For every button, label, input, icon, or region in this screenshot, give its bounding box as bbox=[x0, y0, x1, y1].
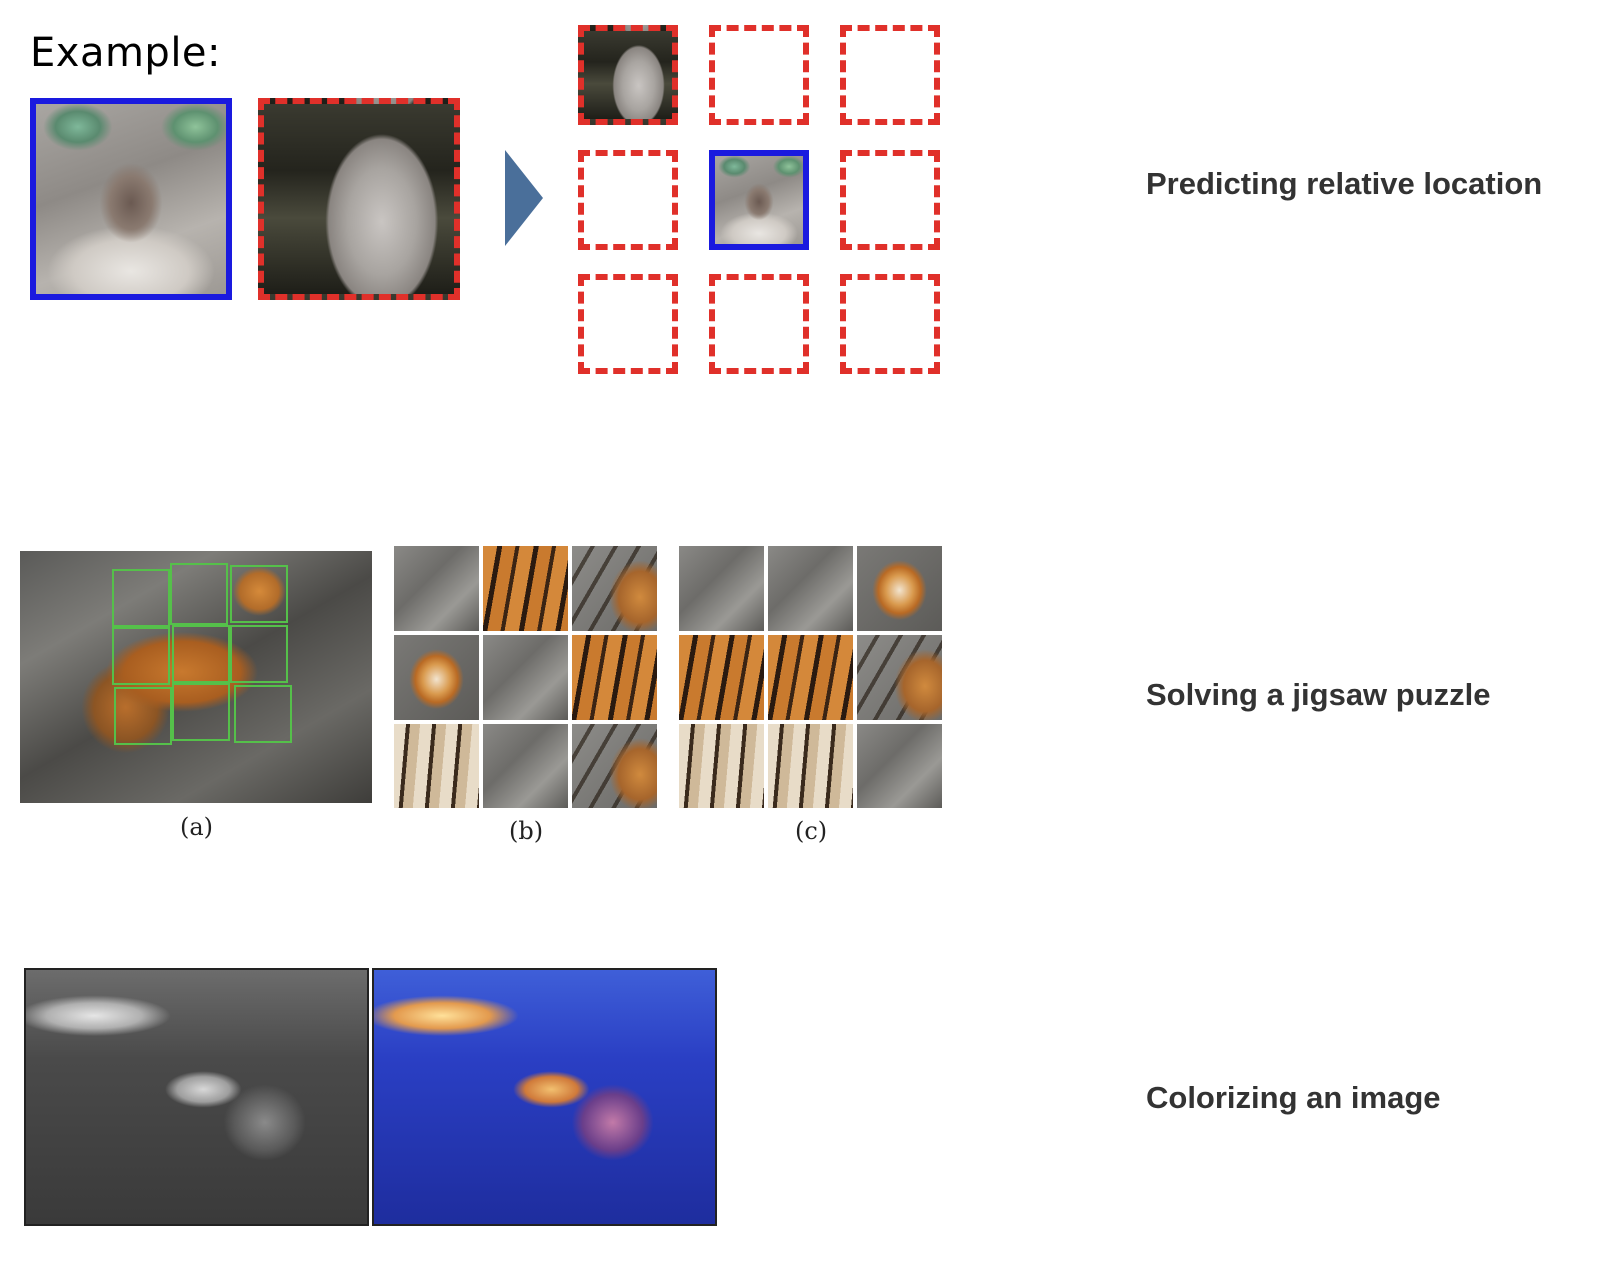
tile bbox=[483, 546, 568, 631]
tile bbox=[394, 724, 479, 808]
tile bbox=[483, 635, 568, 720]
center-patch-cat-face bbox=[30, 98, 232, 300]
tile bbox=[857, 546, 942, 631]
grid-box bbox=[230, 625, 288, 683]
grid-cell-top-right bbox=[840, 25, 940, 125]
grid-box bbox=[114, 687, 172, 745]
caption-c: (c) bbox=[795, 817, 828, 845]
grid-cell-top-left bbox=[578, 25, 678, 125]
example-label: Example: bbox=[30, 30, 222, 76]
tile bbox=[572, 635, 657, 720]
tile bbox=[394, 546, 479, 631]
grid-cell-center bbox=[709, 150, 809, 250]
tile bbox=[768, 635, 853, 720]
grid-cell-middle-left bbox=[578, 150, 678, 250]
grid-box bbox=[112, 569, 170, 627]
grid-cell-top-center bbox=[709, 25, 809, 125]
jigsaw-image-a bbox=[20, 551, 372, 803]
grid-box bbox=[112, 627, 170, 685]
tile bbox=[768, 546, 853, 631]
tile bbox=[768, 724, 853, 808]
tile bbox=[679, 635, 764, 720]
query-patch-cat-ear bbox=[258, 98, 460, 300]
arrow-right-icon bbox=[505, 150, 543, 246]
label-solving-jigsaw-puzzle: Solving a jigsaw puzzle bbox=[1146, 677, 1491, 712]
grid-box bbox=[230, 565, 288, 623]
tile bbox=[483, 724, 568, 808]
grid-box bbox=[170, 563, 228, 625]
grid-box bbox=[172, 625, 230, 683]
grid-cell-bottom-center bbox=[709, 274, 809, 374]
label-colorizing-an-image: Colorizing an image bbox=[1146, 1080, 1441, 1115]
colorized-jellyfish-image bbox=[372, 968, 717, 1226]
tile bbox=[679, 546, 764, 631]
caption-a: (a) bbox=[180, 813, 214, 841]
grid-cell-bottom-right bbox=[840, 274, 940, 374]
tile bbox=[572, 546, 657, 631]
tile bbox=[572, 724, 657, 808]
grid-box bbox=[172, 683, 230, 741]
grid-cell-middle-right bbox=[840, 150, 940, 250]
tile bbox=[857, 635, 942, 720]
tile bbox=[394, 635, 479, 720]
tile bbox=[679, 724, 764, 808]
label-predicting-relative-location: Predicting relative location bbox=[1146, 166, 1543, 201]
grid-cell-bottom-left bbox=[578, 274, 678, 374]
tile bbox=[857, 724, 942, 808]
grid-box bbox=[234, 685, 292, 743]
caption-b: (b) bbox=[509, 817, 544, 845]
grayscale-jellyfish-image bbox=[24, 968, 369, 1226]
